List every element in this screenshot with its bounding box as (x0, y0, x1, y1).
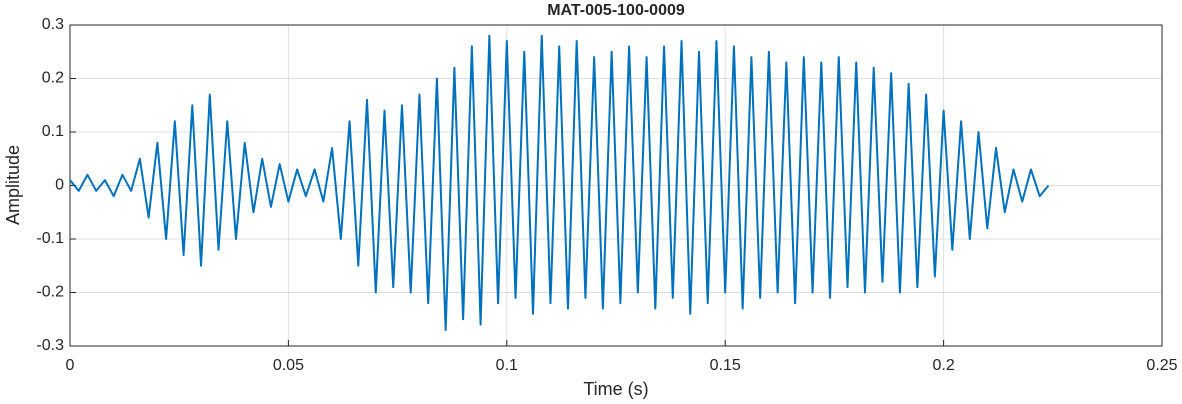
x-tick-label: 0.1 (496, 357, 518, 374)
x-tick-label: 0 (66, 357, 75, 374)
x-tick-label: 0.05 (273, 357, 304, 374)
y-tick-label: 0.1 (42, 123, 64, 140)
y-tick-label: -0.2 (36, 284, 64, 301)
x-tick-label: 0.2 (932, 357, 954, 374)
y-axis-label: Amplitude (3, 145, 23, 225)
y-tick-label: -0.3 (36, 337, 64, 354)
x-tick-label: 0.25 (1146, 357, 1177, 374)
x-tick-label: 0.15 (710, 357, 741, 374)
y-tick-label: 0 (55, 177, 64, 194)
x-axis-label: Time (s) (583, 379, 648, 399)
y-tick-label: 0.3 (42, 16, 64, 33)
axes-box (69, 24, 1163, 347)
y-tick-label: -0.1 (36, 230, 64, 247)
chart-title: MAT-005-100-0009 (547, 2, 685, 19)
waveform-line (69, 34, 1050, 331)
y-tick-label: 0.2 (42, 70, 64, 87)
